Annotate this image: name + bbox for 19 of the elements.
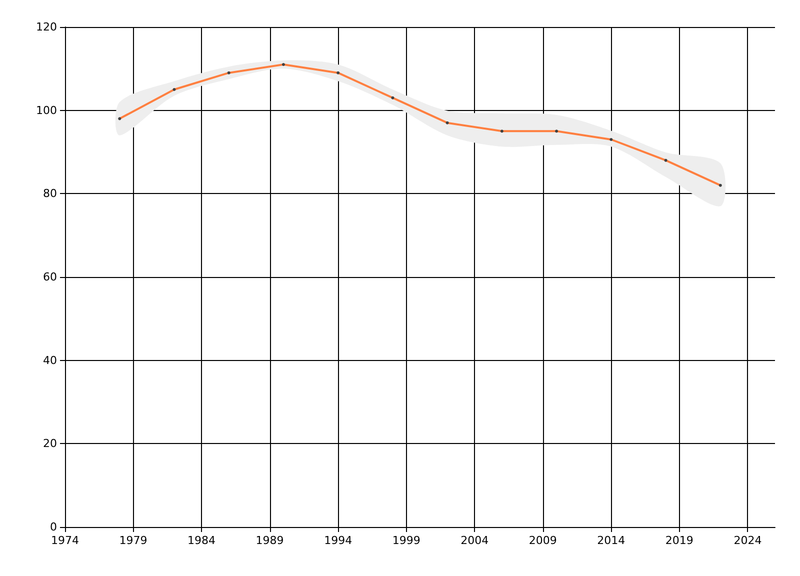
x-tick-label: 1984 bbox=[188, 534, 216, 547]
x-tick-label: 1994 bbox=[324, 534, 352, 547]
x-tick-label: 2009 bbox=[528, 534, 557, 547]
x-tick-label: 2024 bbox=[734, 534, 762, 547]
x-tick-label: 2004 bbox=[460, 534, 489, 547]
x-tick-label: 2014 bbox=[597, 534, 626, 547]
y-tick-label: 100 bbox=[36, 104, 57, 117]
x-tick-label: 1979 bbox=[119, 534, 148, 547]
y-tick-label: 0 bbox=[50, 520, 57, 534]
line-series bbox=[118, 63, 722, 187]
x-tick-label: 1999 bbox=[392, 534, 420, 547]
y-tick-label: 60 bbox=[43, 270, 57, 284]
x-tick-label: 1989 bbox=[256, 534, 284, 547]
y-tick-label: 80 bbox=[43, 187, 57, 200]
x-tick-label: 1974 bbox=[51, 534, 79, 547]
x-tick-label: 2019 bbox=[665, 534, 694, 547]
y-tick-label: 20 bbox=[43, 437, 57, 450]
y-tick-label: 120 bbox=[36, 20, 57, 34]
y-tick-label: 40 bbox=[43, 354, 57, 367]
